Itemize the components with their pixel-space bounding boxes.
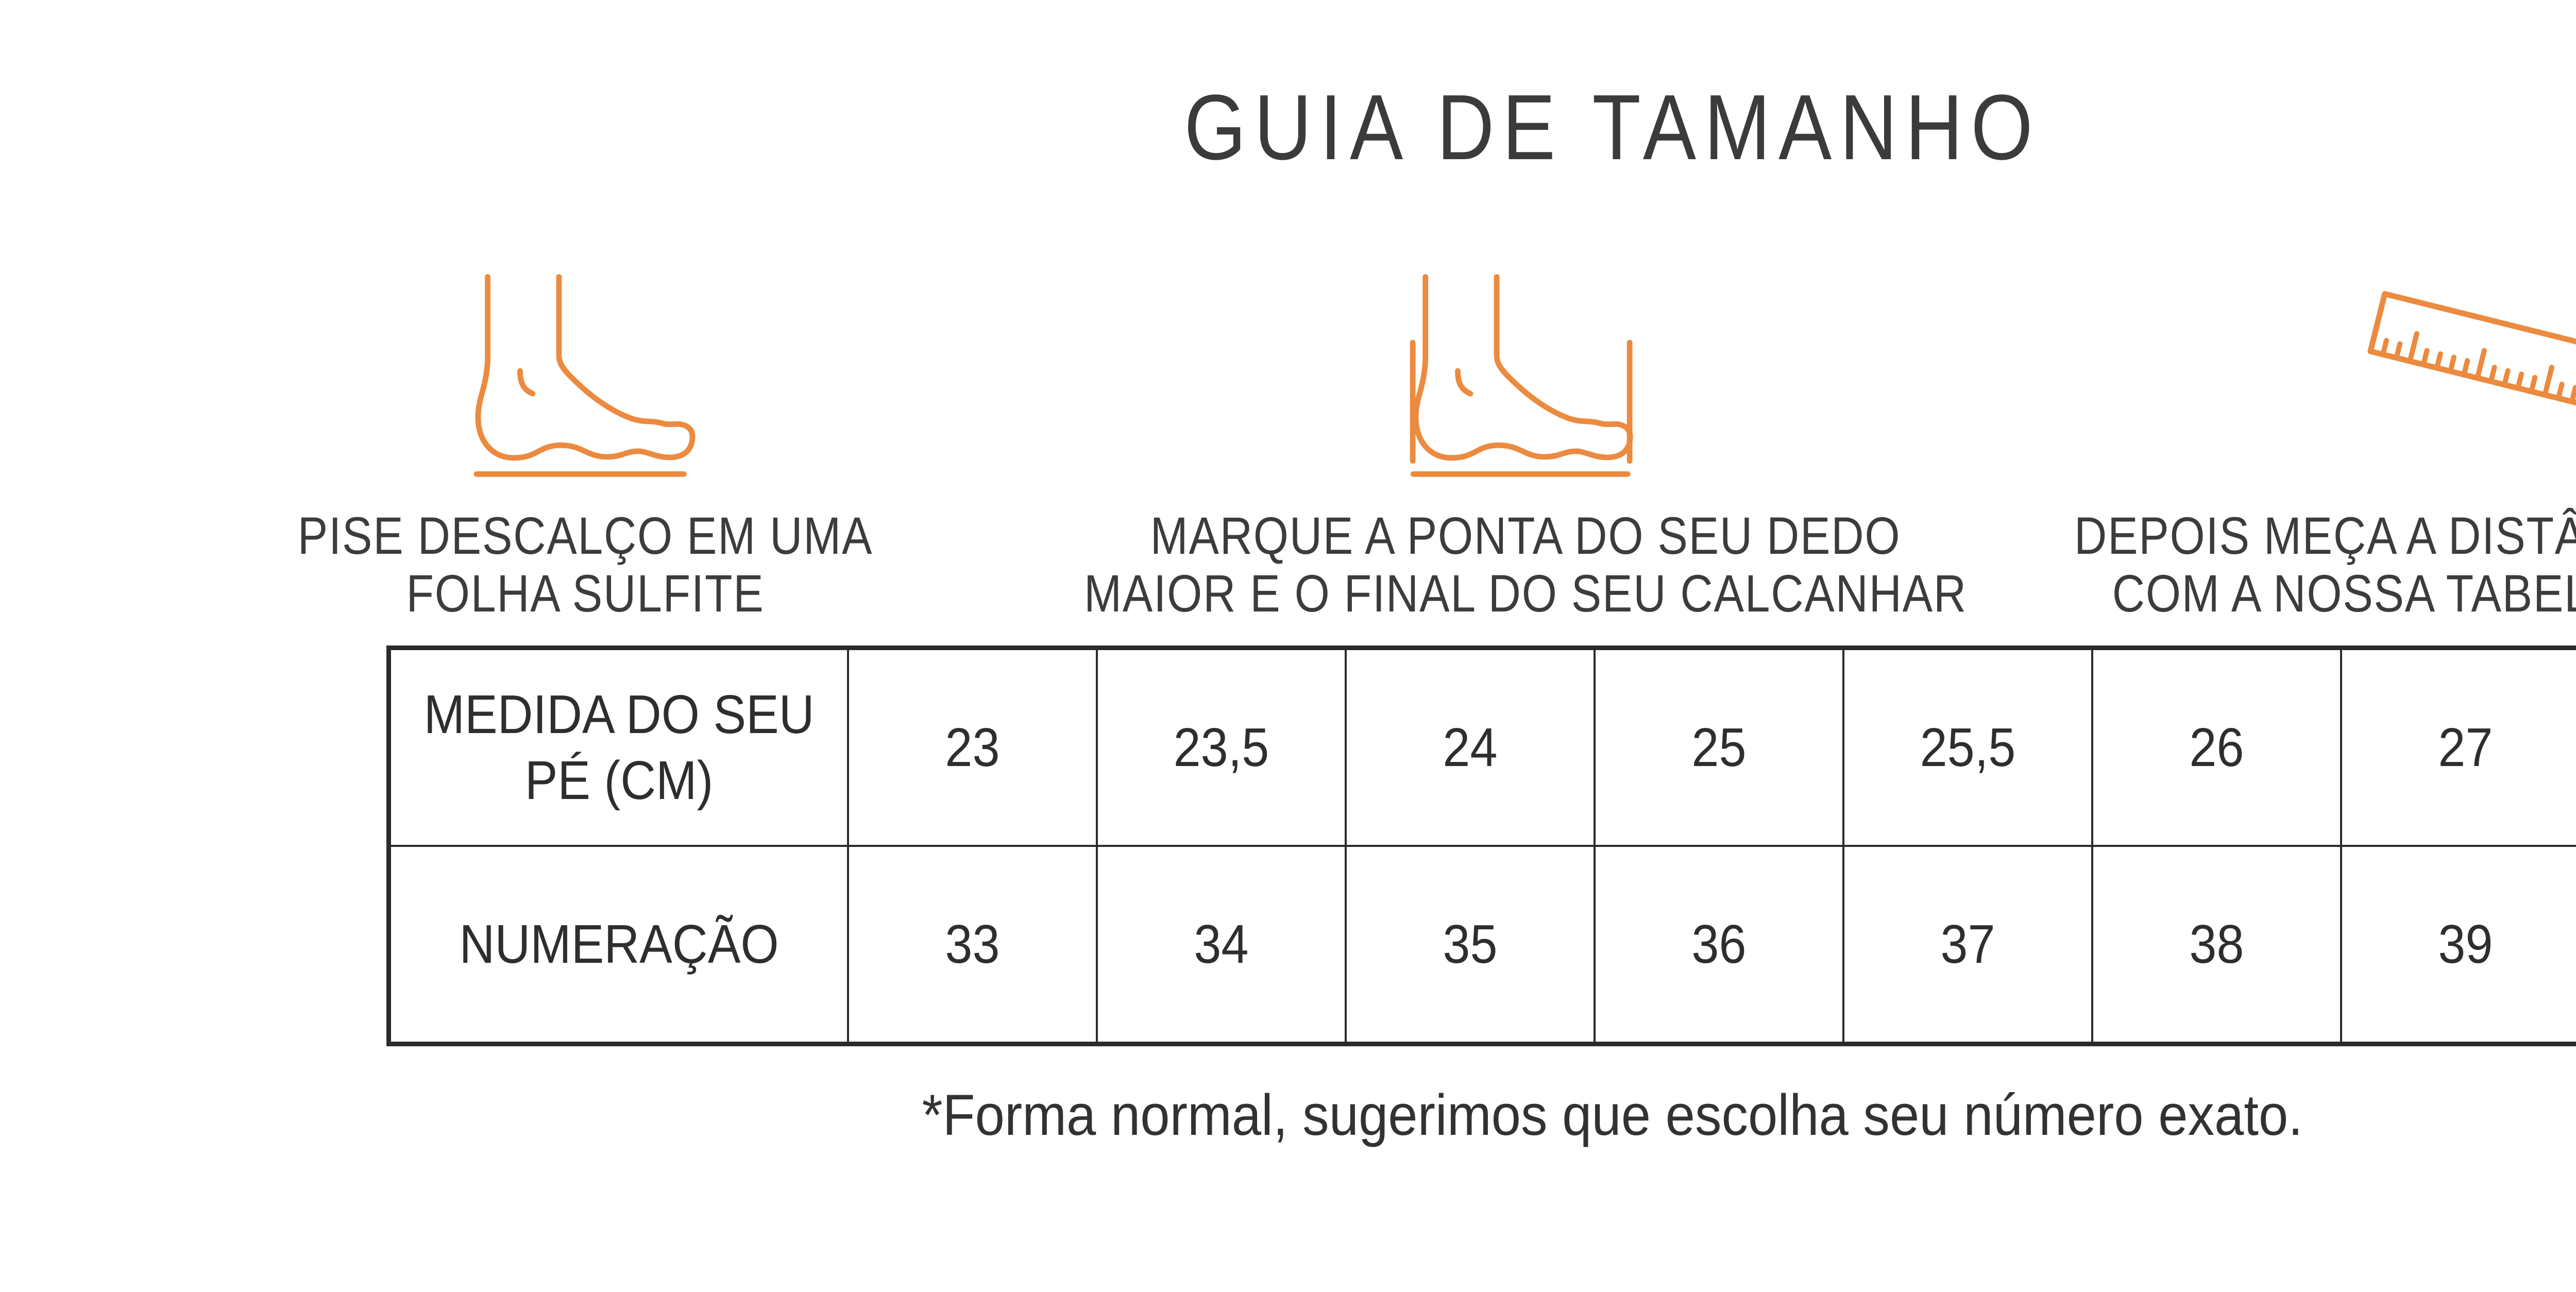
step-2-caption-line-1: MARQUE A PONTA DO SEU DEDO	[1150, 506, 1901, 565]
foot-marked-icon	[1410, 274, 1633, 477]
table-row-shoe-size: NUMERAÇÃO 33 34 35 36 37 38 39 40	[387, 845, 2576, 1045]
table-cell: 38	[2091, 845, 2342, 1045]
footnote-text: *Forma normal, sugerimos que escolha seu…	[922, 1083, 2303, 1147]
foot-on-paper-icon	[473, 274, 696, 477]
cm-value: 27	[2438, 717, 2493, 778]
size-value: 34	[1194, 914, 1249, 975]
table-cell: 39	[2340, 845, 2576, 1045]
cm-value: 24	[1443, 717, 1498, 778]
size-value: 35	[1443, 914, 1498, 975]
table-cell: 33	[847, 845, 1098, 1045]
size-value: 33	[945, 914, 1000, 975]
table-cell: 23	[847, 647, 1098, 847]
table-cell: 23,5	[1096, 647, 1347, 847]
row-header-shoe-size: NUMERAÇÃO	[387, 845, 850, 1045]
cm-value: 25	[1691, 717, 1747, 778]
cm-value: 23	[945, 717, 1000, 778]
step-2-icon-box	[1010, 259, 2041, 480]
cm-value: 26	[2189, 717, 2244, 778]
table-cell: 34	[1096, 845, 1347, 1045]
table-cell: 27	[2340, 647, 2576, 847]
table-cell: 25,5	[1842, 647, 2093, 847]
table-cell: 35	[1345, 845, 1596, 1045]
size-value: 38	[2189, 914, 2244, 975]
table-cell: 26	[2091, 647, 2342, 847]
cm-value: 25,5	[1920, 717, 2016, 778]
table-cell: 36	[1593, 845, 1844, 1045]
step-1-icon-box	[70, 259, 1100, 480]
step-3-caption: DEPOIS MEÇA A DISTÂNCIA E COMPARE COM A …	[2002, 507, 2576, 622]
size-table: MEDIDA DO SEU PÉ (CM) 23 23,5 24 25 25,5…	[386, 645, 2576, 1046]
table-cell: 25	[1593, 647, 1844, 847]
step-2: MARQUE A PONTA DO SEU DEDO MAIOR E O FIN…	[1010, 259, 2041, 622]
step-1-caption-line-1: PISE DESCALÇO EM UMA	[297, 506, 873, 565]
ruler-icon	[2367, 291, 2576, 426]
step-1: PISE DESCALÇO EM UMA FOLHA SULFITE	[70, 259, 1100, 622]
page-title-text: GUIA DE TAMANHO	[1184, 76, 2041, 179]
size-value: 37	[1940, 914, 1995, 975]
step-2-caption-line-2: MAIOR E O FINAL DO SEU CALCANHAR	[1084, 564, 1967, 623]
table-cell: 37	[1842, 845, 2093, 1045]
table-row-foot-measure: MEDIDA DO SEU PÉ (CM) 23 23,5 24 25 25,5…	[387, 647, 2576, 847]
row-header-foot-measure-line-2: PÉ (CM)	[524, 750, 714, 811]
page-title: GUIA DE TAMANHO	[0, 81, 2576, 174]
step-3: DEPOIS MEÇA A DISTÂNCIA E COMPARE COM A …	[2002, 259, 2576, 622]
cm-value: 23,5	[1173, 717, 1269, 778]
step-1-caption-line-2: FOLHA SULFITE	[406, 564, 765, 623]
size-value: 39	[2438, 914, 2493, 975]
row-header-foot-measure-line-1: MEDIDA DO SEU	[423, 684, 815, 745]
step-3-caption-line-1: DEPOIS MEÇA A DISTÂNCIA E COMPARE	[2074, 506, 2576, 565]
row-header-foot-measure: MEDIDA DO SEU PÉ (CM)	[387, 647, 850, 847]
step-1-caption: PISE DESCALÇO EM UMA FOLHA SULFITE	[70, 507, 1100, 622]
table-cell: 24	[1345, 647, 1596, 847]
row-header-shoe-size-line-1: NUMERAÇÃO	[459, 914, 779, 975]
size-value: 36	[1691, 914, 1747, 975]
step-2-caption: MARQUE A PONTA DO SEU DEDO MAIOR E O FIN…	[1010, 507, 2041, 622]
step-3-caption-line-2: COM A NOSSA TABELA DE MEDIDAS	[2112, 564, 2576, 623]
footnote: *Forma normal, sugerimos que escolha seu…	[0, 1082, 2576, 1149]
step-3-icon-box	[2002, 259, 2576, 480]
